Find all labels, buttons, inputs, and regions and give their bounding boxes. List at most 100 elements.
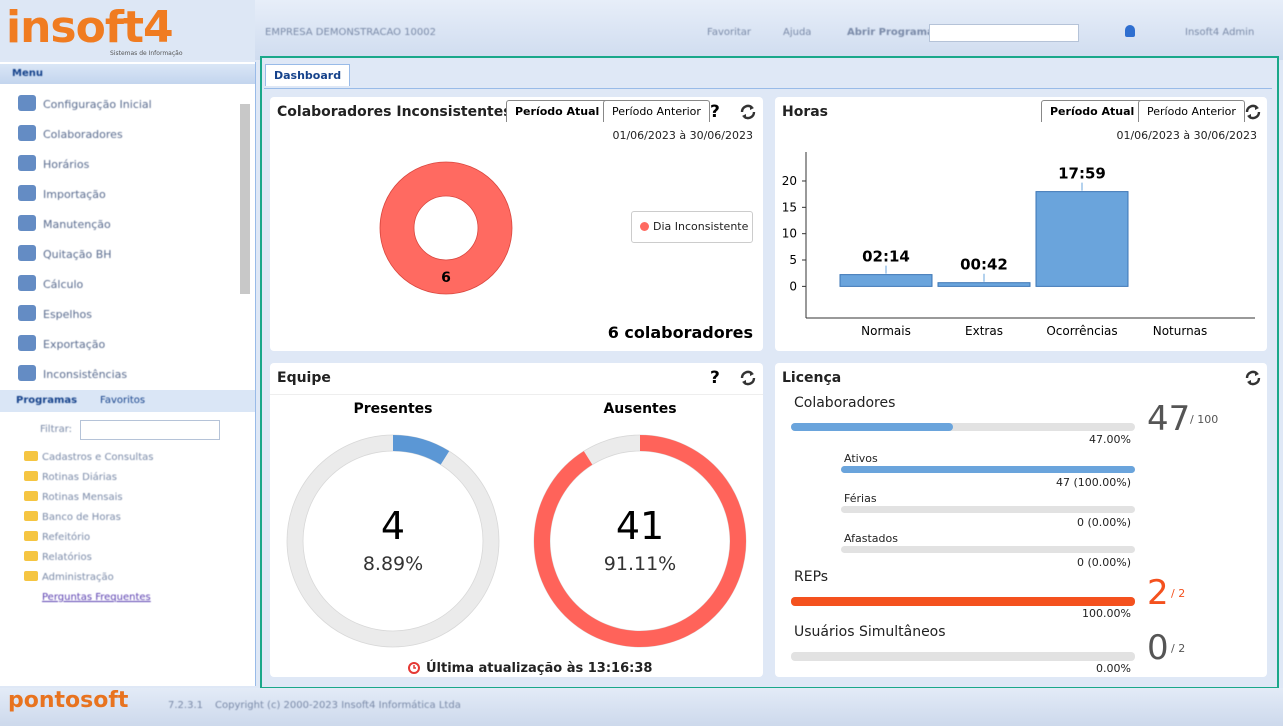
panel-title: Horas	[782, 104, 829, 120]
open-program-input[interactable]	[929, 24, 1079, 42]
y-tick-label: 10	[782, 227, 797, 241]
footer-logo: pontosoft	[8, 688, 129, 713]
menu-item[interactable]: Espelhos	[43, 308, 92, 321]
gauge-percent: 8.89%	[363, 553, 423, 575]
row-percent: 100.00%	[1082, 607, 1131, 620]
menu-item[interactable]: Horários	[43, 158, 90, 171]
period-tab[interactable]: Período Atual	[506, 100, 609, 122]
refresh-head	[742, 105, 754, 119]
favorites[interactable]: Favoritar	[707, 27, 752, 38]
value-label: 17:59	[1058, 165, 1106, 183]
menu-item[interactable]: Inconsistências	[43, 368, 128, 381]
menu-icon	[18, 365, 36, 381]
value-label: 02:14	[862, 248, 910, 266]
menu-item[interactable]: Configuração Inicial	[43, 98, 152, 111]
x-tick-label: Ocorrências	[1046, 324, 1117, 338]
menu-item[interactable]: Cálculo	[43, 278, 84, 291]
donut-edge	[379, 161, 513, 295]
y-tick-label: 15	[782, 200, 797, 214]
gauge-value: 4	[381, 504, 405, 548]
refresh-icon[interactable]	[739, 103, 757, 121]
tree-item[interactable]: Rotinas Mensais	[42, 492, 123, 503]
filter-label: Filtrar:	[40, 424, 73, 435]
menu-item[interactable]: Exportação	[43, 338, 106, 351]
refresh-icon[interactable]	[739, 369, 757, 387]
donut-label: 6	[441, 270, 451, 286]
tab-line	[264, 88, 1272, 89]
user[interactable]: Insoft4 Admin	[1185, 27, 1255, 38]
sidebar-tab[interactable]: Favoritos	[100, 395, 146, 406]
progress-fill	[791, 597, 1135, 606]
menu-icon	[18, 335, 36, 351]
sidebar	[0, 62, 256, 686]
progress-track	[791, 652, 1135, 661]
bar	[839, 274, 933, 287]
bar-chart: 0 5 10 15 20 Normais 02:14 Extras 00:42 Ocorrênci…	[782, 152, 1255, 338]
period-tab[interactable]: Período Atual	[1041, 100, 1144, 122]
gauge-value: 41	[616, 504, 664, 548]
row-label: REPs	[794, 569, 829, 585]
folder-icon	[24, 471, 38, 481]
refresh-icon[interactable]	[1244, 103, 1262, 121]
company: EMPRESA DEMONSTRACAO 10002	[265, 27, 436, 38]
sidebar-tab[interactable]: Programas	[16, 395, 78, 406]
panel-title: Colaboradores Inconsistentes	[277, 104, 512, 120]
folder-icon	[24, 551, 38, 561]
logo: insoft4	[6, 2, 174, 53]
panel-title: Equipe	[277, 370, 331, 386]
tree-item[interactable]: Relatórios	[42, 552, 92, 563]
menu-icon	[18, 245, 36, 261]
donut-slice	[380, 162, 512, 294]
donut-edge	[413, 195, 479, 261]
sub-label: Ativos	[844, 452, 878, 465]
sub-label: Afastados	[844, 532, 898, 545]
progress-track	[841, 546, 1135, 553]
progress-fill	[791, 423, 953, 431]
period-tab[interactable]: Período Anterior	[1138, 100, 1245, 122]
menu-item[interactable]: Quitação BH	[43, 248, 112, 261]
sub-percent: 0 (0.00%)	[1076, 556, 1131, 569]
y-tick-label: 20	[782, 174, 797, 188]
refresh-head	[742, 371, 754, 385]
menu-icon	[18, 305, 36, 321]
footer	[0, 688, 1283, 726]
logo-sub: Sistemas de Informação	[110, 50, 183, 57]
bell[interactable]	[1125, 25, 1135, 37]
refresh-head	[1247, 371, 1259, 385]
tree-item[interactable]: Refeitório	[42, 532, 91, 543]
help-icon[interactable]: ?	[710, 368, 720, 388]
menu-title: Menu	[12, 68, 43, 79]
row-label: Colaboradores	[794, 395, 896, 411]
row-limit: / 2	[1171, 587, 1186, 600]
faq-link[interactable]: Perguntas Frequentes	[42, 592, 151, 603]
copyright: Copyright (c) 2000-2023 Insoft4 Informát…	[215, 700, 461, 711]
row-percent: 0.00%	[1096, 662, 1131, 675]
tree-item[interactable]: Rotinas Diárias	[42, 472, 118, 483]
tree-item[interactable]: Administração	[42, 572, 114, 583]
panel-title: Licença	[782, 370, 842, 386]
menu-item[interactable]: Colaboradores	[43, 128, 123, 141]
refresh-head	[1247, 105, 1259, 119]
tree-item[interactable]: Banco de Horas	[42, 512, 121, 523]
progress-track	[791, 423, 1135, 431]
menu-item[interactable]: Manutenção	[43, 218, 111, 231]
row-limit: / 100	[1190, 413, 1219, 426]
tree-item[interactable]: Cadastros e Consultas	[42, 452, 154, 463]
gauge-arc	[392, 435, 450, 465]
help-link[interactable]: Ajuda	[783, 27, 812, 38]
period-tab[interactable]: Período Anterior	[603, 100, 710, 122]
scrollbar	[240, 104, 250, 294]
row-percent: 47.00%	[1089, 433, 1131, 446]
sub-label: Férias	[844, 492, 877, 505]
menu-icon	[18, 215, 36, 231]
menu-item[interactable]: Importação	[43, 188, 106, 201]
license-panel: Licença Colaboradores 47.00% 47/ 100 Ativos…	[775, 363, 1267, 677]
refresh-icon[interactable]	[1244, 369, 1262, 387]
help-icon[interactable]: ?	[710, 102, 720, 122]
folder-icon	[24, 531, 38, 541]
menu-icon	[18, 125, 36, 141]
dashboard-tab[interactable]: Dashboard	[265, 64, 351, 86]
row-value: 0	[1147, 628, 1169, 668]
filter-input[interactable]	[80, 420, 220, 440]
